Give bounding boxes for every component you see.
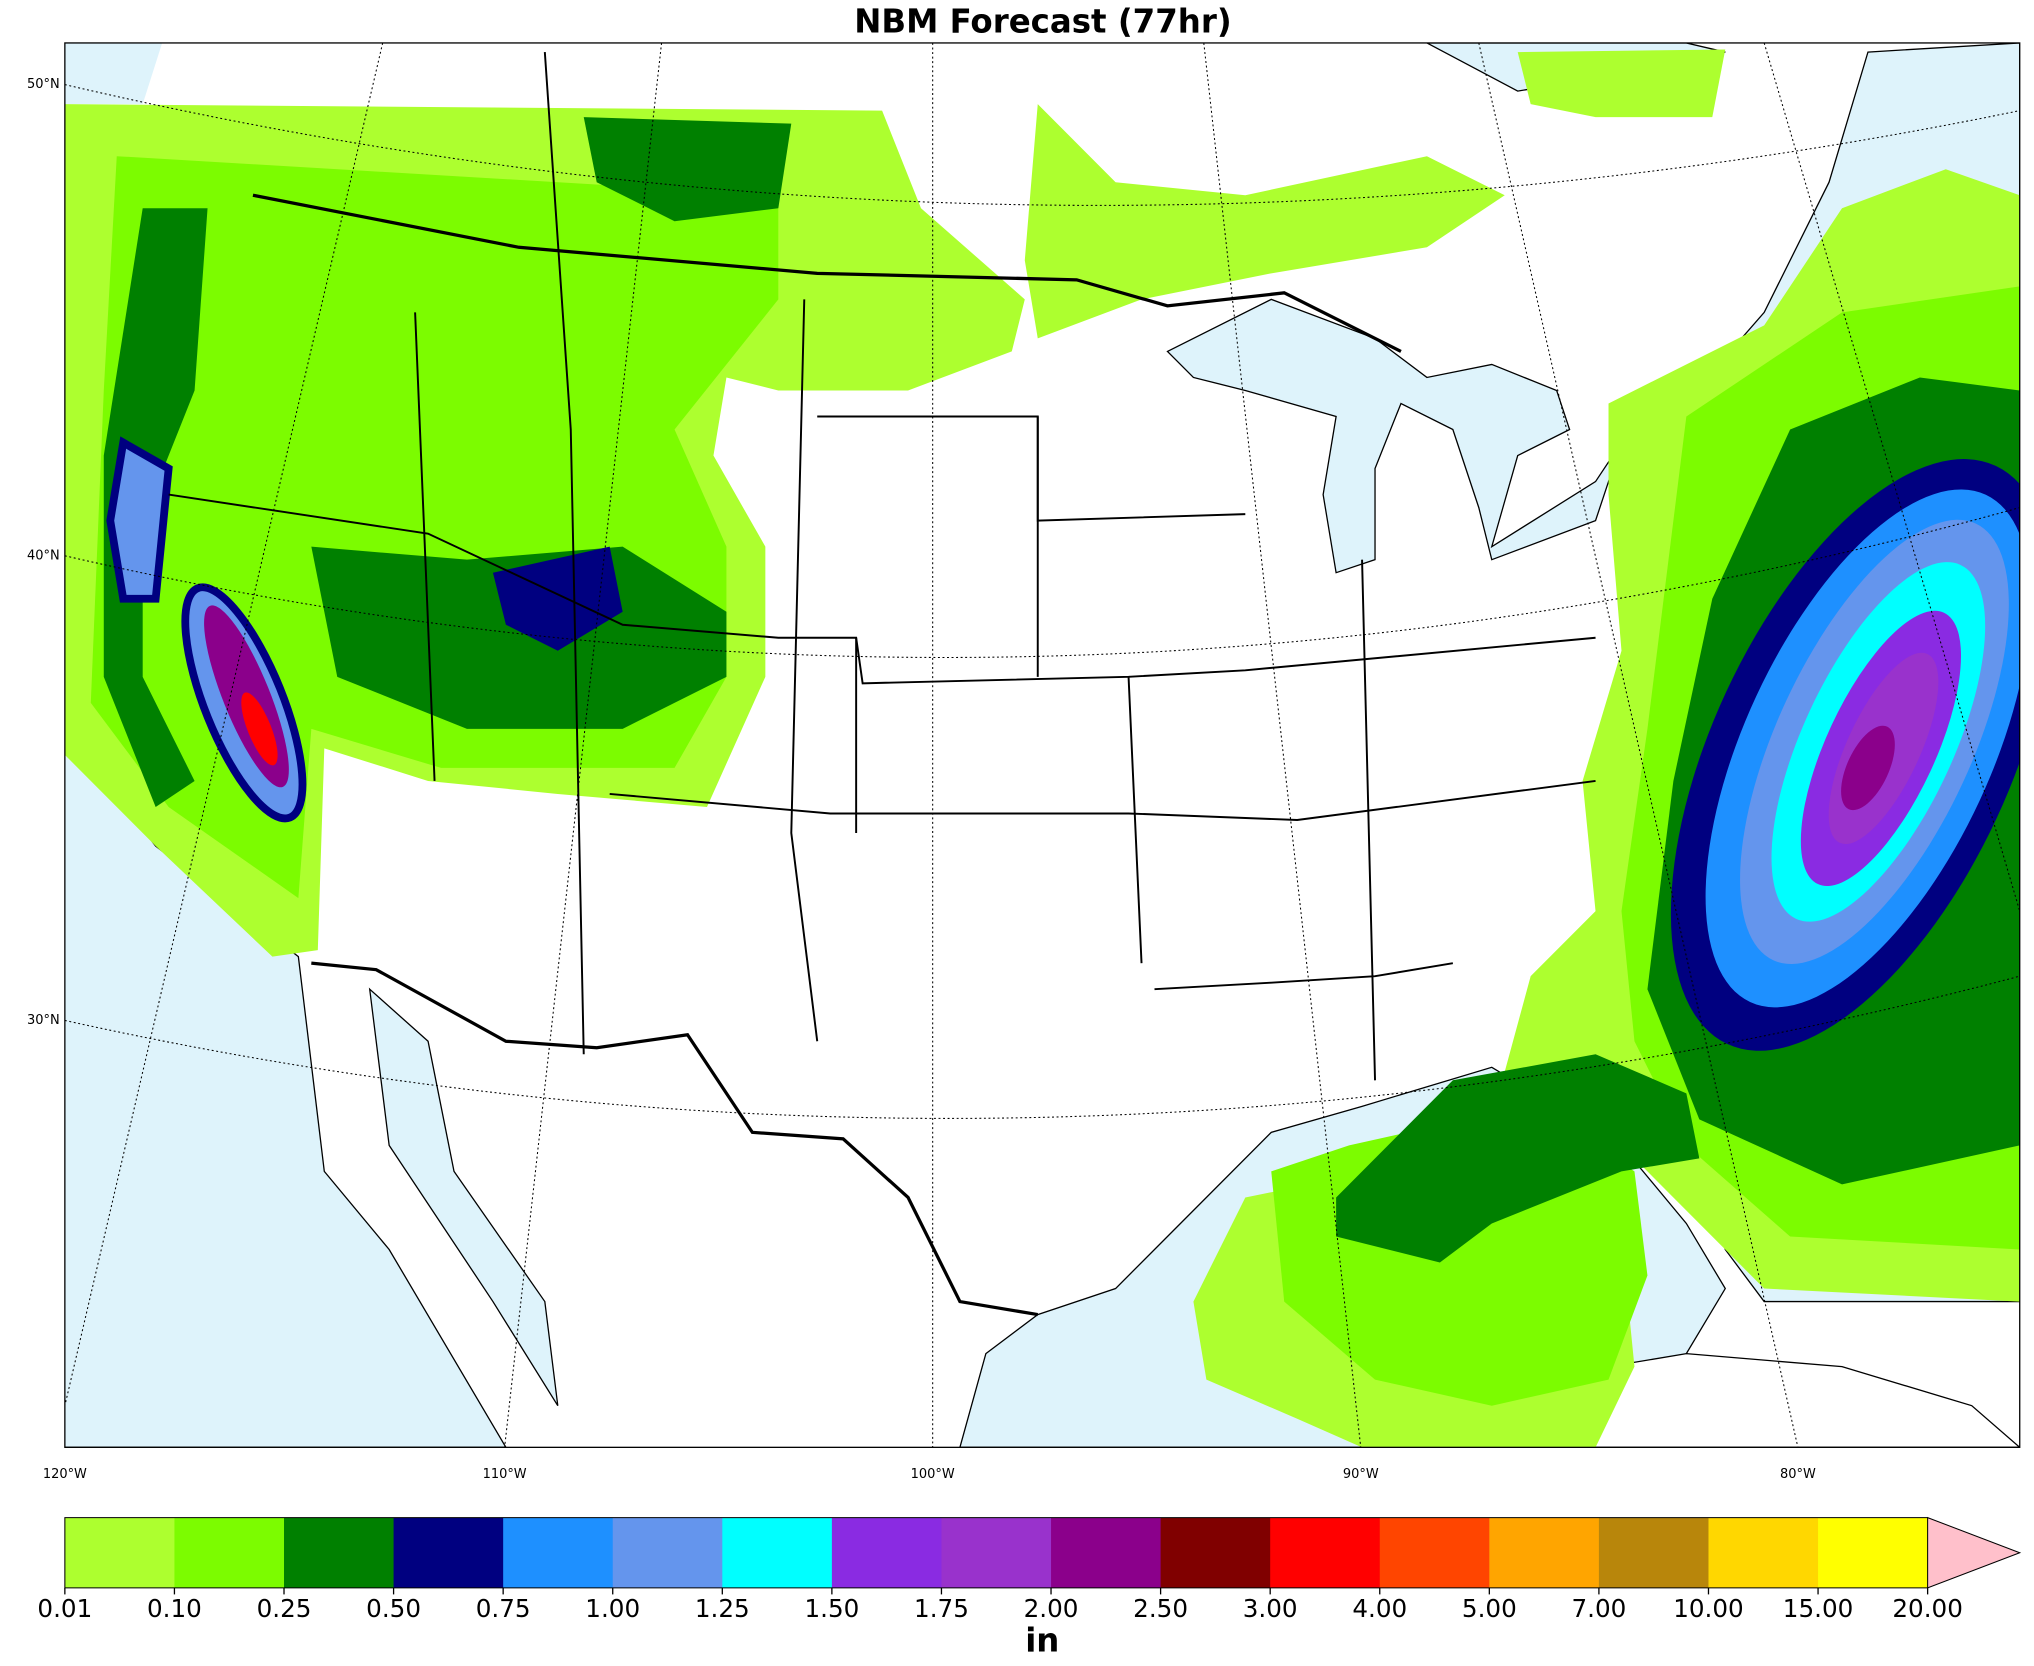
great-lakes <box>1166 298 1623 574</box>
colorbar-tick-label: 0.75 <box>476 1594 531 1623</box>
colorbar-bin <box>831 1517 943 1588</box>
colorbar-bin <box>1818 1517 1929 1588</box>
colorbar-tick-label: 3.00 <box>1243 1594 1298 1623</box>
precip-rockies-2 <box>492 546 623 651</box>
colorbar-tick-label: 4.00 <box>1352 1594 1407 1623</box>
mexico-border <box>311 961 1039 1317</box>
lon-label: 80°W <box>1780 1467 1816 1482</box>
precip-sierra-3 <box>241 692 278 766</box>
colorbar-bin <box>284 1517 395 1588</box>
colorbar-tick-label: 20.00 <box>1892 1594 1963 1623</box>
borders <box>168 51 1596 1317</box>
colorbar-bin <box>1708 1517 1819 1588</box>
colorbar-bin <box>503 1517 614 1588</box>
parallel <box>64 84 2020 206</box>
meridian <box>1478 42 1799 1448</box>
colorbar-tick-label: 15.00 <box>1783 1594 1854 1623</box>
precip-gulf-2 <box>1336 1054 1700 1263</box>
precip-north-ca <box>106 436 173 603</box>
colorbar-bin <box>612 1517 723 1588</box>
precip-coast <box>103 208 208 807</box>
colorbar-tick-label: 2.50 <box>1133 1594 1188 1623</box>
colorbar-tick-label: 0.50 <box>366 1594 421 1623</box>
parallel <box>64 507 2020 658</box>
precipitation <box>64 49 2020 1448</box>
colorbar-frame <box>64 1517 1928 1589</box>
colorbar-bin <box>393 1517 504 1588</box>
colorbar-tick-label: 1.75 <box>914 1594 969 1623</box>
lat-label: 50°N <box>27 77 60 92</box>
colorbar-tick-label: 0.10 <box>147 1594 202 1623</box>
colorbar-tick-label: 10.00 <box>1673 1594 1744 1623</box>
colorbar-label: in <box>1025 1622 1059 1660</box>
precip-west-3a <box>583 117 792 222</box>
lat-label: 30°N <box>27 1013 60 1028</box>
graticule <box>64 42 2020 1448</box>
lon-label: 90°W <box>1343 1467 1379 1482</box>
colorbar-bin <box>1051 1517 1162 1588</box>
state-line <box>414 51 1376 1081</box>
colorbar-tick-label: 1.25 <box>695 1594 750 1623</box>
map-frame <box>64 42 2021 1448</box>
lon-label: 120°W <box>43 1467 87 1482</box>
state-line <box>609 779 1596 821</box>
colorbar-tick-label: 0.01 <box>37 1594 92 1623</box>
colorbar-bin <box>1489 1517 1600 1588</box>
lon-label: 100°W <box>911 1467 955 1482</box>
meridian <box>504 42 663 1448</box>
colorbar-bin <box>174 1517 285 1588</box>
lon-label: 110°W <box>483 1467 527 1482</box>
lat-label: 40°N <box>27 548 60 563</box>
colorbar-bin <box>64 1517 176 1588</box>
precip-canada <box>1517 49 1726 118</box>
colorbar-bin <box>1270 1517 1381 1588</box>
colorbar-tick-label: 7.00 <box>1571 1594 1626 1623</box>
colorbar-tick-label: 2.00 <box>1024 1594 1079 1623</box>
meridian <box>1203 42 1362 1448</box>
precip-north <box>1024 104 1505 339</box>
colorbar-tick-label: 1.00 <box>585 1594 640 1623</box>
state-line <box>1154 962 1454 991</box>
map <box>64 42 2021 1448</box>
precip-rockies <box>311 546 727 729</box>
gulf-of-california <box>368 987 559 1407</box>
colorbar-tick-label: 1.50 <box>804 1594 859 1623</box>
meridian <box>64 42 384 1406</box>
colorbar-bin <box>941 1517 1052 1588</box>
canada-border <box>252 193 1402 353</box>
colorbar-bin <box>1160 1517 1271 1588</box>
pacific-ocean-north <box>64 42 163 105</box>
colorbar-bin <box>1379 1517 1490 1588</box>
colorbar-tick-label: 0.25 <box>257 1594 312 1623</box>
precip-atl-7 <box>1841 725 1895 811</box>
parallel <box>64 975 2020 1119</box>
colorbar-extend <box>1927 1516 2022 1589</box>
title: NBM Forecast (77hr) <box>854 2 1231 40</box>
meridian <box>1763 42 2020 912</box>
colorbar-bin <box>1598 1517 1710 1588</box>
colorbar-bin <box>722 1517 833 1588</box>
colorbar-tick-label: 5.00 <box>1462 1594 1517 1623</box>
